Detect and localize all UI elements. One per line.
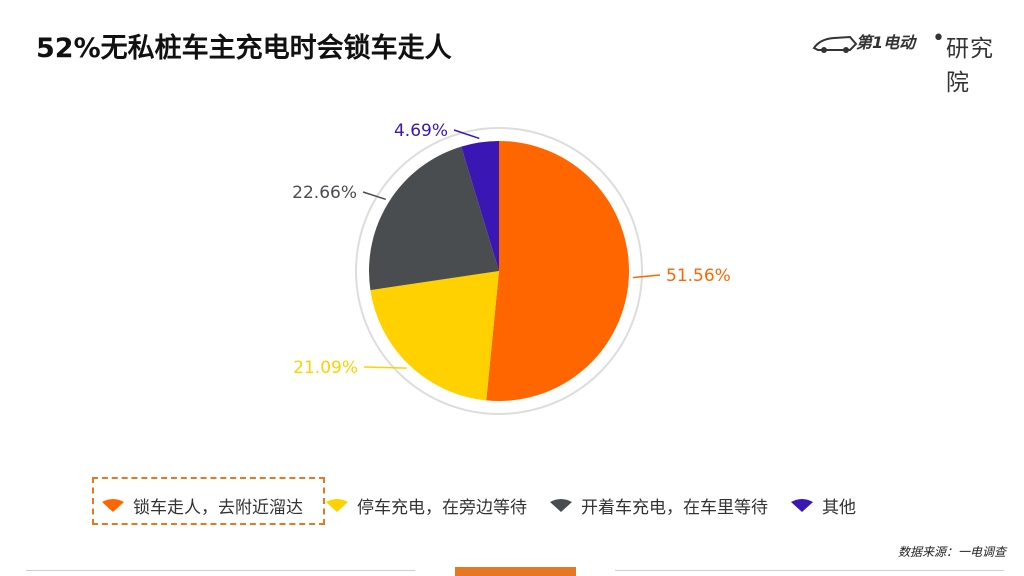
leader-line <box>362 191 387 201</box>
pie-slice <box>370 271 499 401</box>
chart-legend: 锁车走人，去附近溜达 停车充电，在旁边等待 开着车充电，在车里等待 其他 <box>100 490 877 520</box>
legend-label: 其他 <box>822 497 856 518</box>
footer-line-left <box>26 570 415 571</box>
brand-logo: 第1电动 • 研究院 <box>810 26 1015 96</box>
legend-swatch-icon <box>791 499 813 512</box>
legend-label: 开着车充电，在车里等待 <box>581 497 768 518</box>
leader-line <box>453 129 480 140</box>
pie-slice <box>369 146 499 291</box>
page-title: 52%无私桩车主充电时会锁车走人 <box>36 33 452 64</box>
legend-swatch-icon <box>326 499 348 512</box>
legend-label: 锁车走人，去附近溜达 <box>133 497 303 518</box>
legend-item[interactable]: 开着车充电，在车里等待 <box>548 493 768 518</box>
legend-item[interactable]: 停车充电，在旁边等待 <box>324 493 527 518</box>
data-source: 数据来源：一电调查 <box>897 545 1006 559</box>
footer-accent-bar <box>455 567 576 576</box>
pie-outer-ring <box>355 127 643 415</box>
car-logo-icon: 第1电动 <box>812 33 917 53</box>
data-label: 51.56% <box>666 266 731 286</box>
legend-item[interactable]: 锁车走人，去附近溜达 <box>100 493 303 518</box>
footer-line-right <box>615 570 1004 571</box>
data-label: 22.66% <box>292 183 357 203</box>
legend-swatch-icon <box>102 499 124 512</box>
brand-institute: 研究院 <box>946 36 994 96</box>
legend-highlight-box <box>92 477 325 525</box>
legend-item[interactable]: 其他 <box>789 493 856 518</box>
data-label: 21.09% <box>293 358 358 378</box>
pie-slice <box>461 141 499 271</box>
legend-label: 停车充电，在旁边等待 <box>357 497 527 518</box>
leader-line <box>632 274 661 279</box>
leader-line <box>363 366 407 369</box>
data-label: 4.69% <box>394 121 448 141</box>
legend-swatch-icon <box>550 499 572 512</box>
svg-text:第1电动: 第1电动 <box>856 33 917 52</box>
pie-slice <box>486 141 630 401</box>
brand-separator: • <box>932 26 945 51</box>
